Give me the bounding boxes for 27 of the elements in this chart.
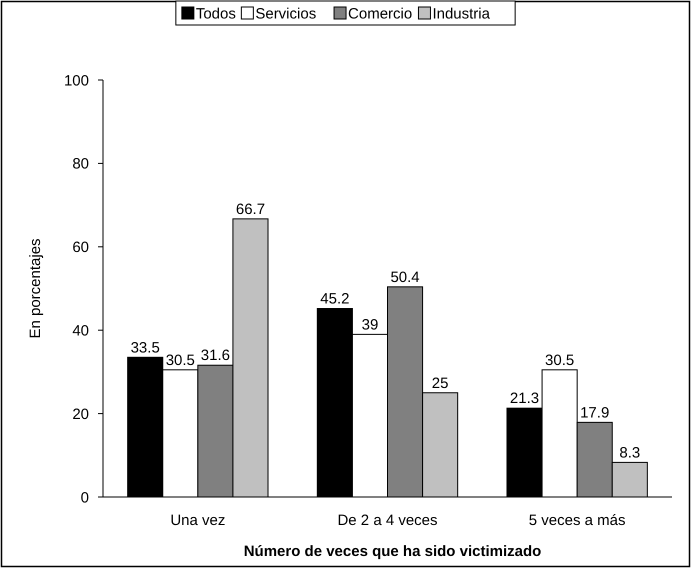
data-label: 31.6 — [200, 347, 230, 364]
y-axis-title: En porcentajes — [27, 238, 44, 339]
data-label: 17.9 — [580, 404, 610, 422]
data-label: 45.2 — [320, 290, 350, 308]
legend-label: Comercio — [348, 5, 412, 22]
data-label: 8.3 — [619, 444, 640, 462]
y-tick-label: 40 — [72, 322, 89, 340]
legend-label: Servicios — [255, 5, 316, 22]
y-tick-label: 60 — [72, 239, 89, 256]
x-tick-label: 5 veces a más — [528, 512, 626, 529]
data-label: 30.5 — [166, 352, 195, 369]
y-tick-label: 20 — [72, 406, 89, 423]
legend-label: Industria — [432, 5, 491, 22]
data-label: 21.3 — [510, 390, 540, 408]
data-label: 33.5 — [130, 339, 160, 356]
data-label: 25 — [432, 374, 448, 392]
y-tick-label: 0 — [80, 489, 89, 506]
x-tick-label: Una vez — [170, 512, 226, 529]
y-tick-label: 100 — [64, 72, 89, 90]
legend-label: Todos — [196, 5, 236, 22]
data-label: 30.5 — [545, 352, 574, 369]
x-tick-label: De 2 a 4 veces — [337, 512, 438, 529]
data-label: 39 — [362, 316, 378, 334]
x-axis-title: Número de veces que ha sido victimizado — [244, 543, 542, 560]
data-label: 50.4 — [390, 268, 420, 286]
y-tick-label: 80 — [72, 156, 89, 173]
data-label: 66.7 — [236, 200, 266, 218]
